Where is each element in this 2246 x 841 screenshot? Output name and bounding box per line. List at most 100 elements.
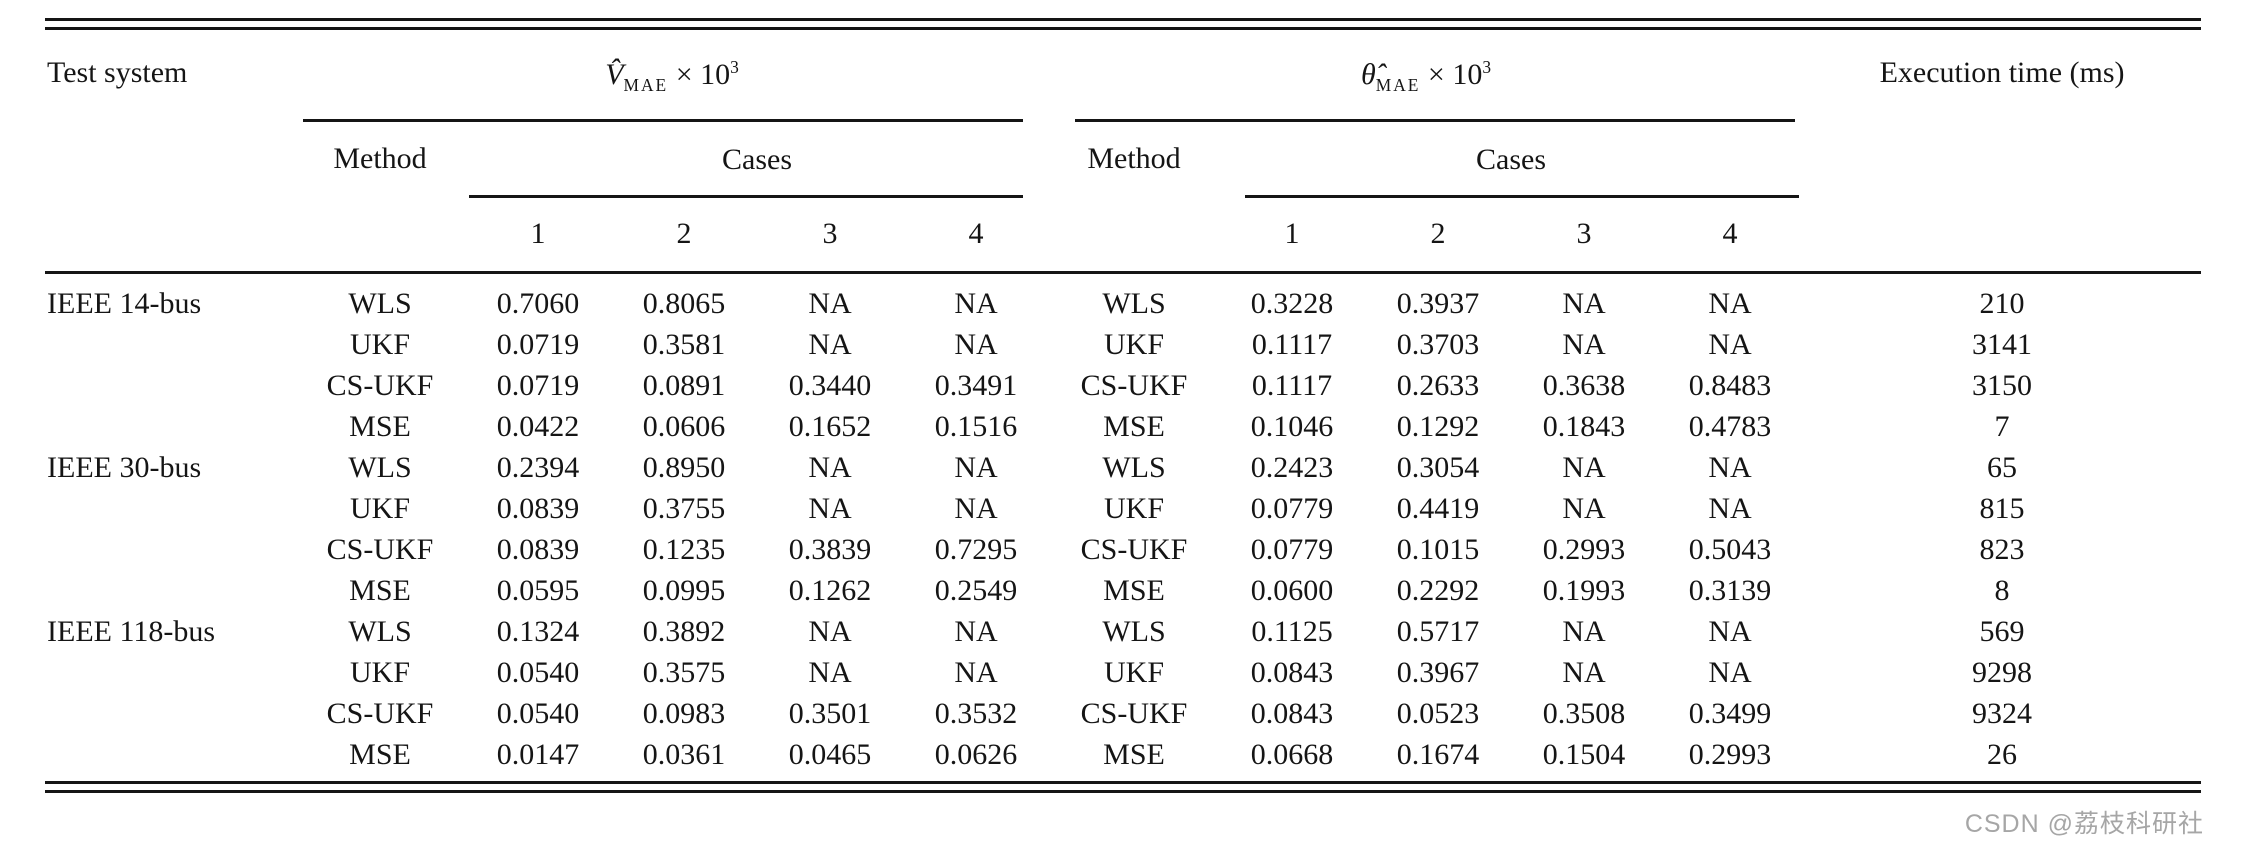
cell-method-v: UKF — [349, 655, 410, 689]
cell-vmae-case3: 0.3839 — [788, 532, 872, 566]
cell-method-v: UKF — [349, 491, 410, 525]
col-group-vmae: V̂MAE × 103 — [295, 30, 1049, 122]
cell-vmae-case2: 0.0891 — [642, 368, 726, 402]
cell-thetamae-case3: NA — [1562, 450, 1606, 484]
cell-test-system: IEEE 30-bus — [47, 450, 202, 484]
col-header-thetamae-case-2: 2 — [1430, 217, 1446, 251]
cell-vmae-case4: NA — [954, 450, 998, 484]
cell-thetamae-case2: 0.1015 — [1396, 532, 1480, 566]
cell-thetamae-case1: 0.0843 — [1250, 696, 1334, 730]
col-header-execution-time: Execution time (ms) — [1879, 56, 2125, 89]
cell-method-v: MSE — [349, 409, 411, 443]
cell-vmae-case1: 0.1324 — [496, 614, 580, 648]
cell-vmae-case1: 0.2394 — [496, 450, 580, 484]
cell-vmae-case1: 0.0595 — [496, 573, 580, 607]
cell-vmae-case1: 0.0839 — [496, 491, 580, 525]
cell-thetamae-case4: 0.8483 — [1688, 368, 1772, 402]
col-header-method-v: Method — [333, 142, 427, 175]
cell-method-theta: WLS — [1049, 270, 1220, 324]
cell-vmae-case2: 0.0361 — [642, 737, 726, 771]
table-row: IEEE 14-bus WLS 0.7060 0.8065 NA NA WLS 0.3228 0… — [45, 270, 2202, 324]
cell-thetamae-case4: 0.2993 — [1688, 737, 1772, 771]
cell-execution-time: 569 — [1979, 614, 2025, 648]
cell-method-v: WLS — [348, 614, 412, 648]
cell-thetamae-case4: 0.5043 — [1688, 532, 1772, 566]
cell-execution-time: 3150 — [1972, 368, 2033, 402]
table-row: UKF 0.0540 0.3575 NA NA UKF 0.0843 0.3967 NA NA 92… — [45, 652, 2201, 693]
cell-thetamae-case4: NA — [1708, 450, 1752, 484]
col-header-method-theta: Method — [1087, 142, 1181, 175]
cell-execution-time: 9298 — [1972, 655, 2033, 689]
cell-method-v: CS-UKF — [326, 368, 434, 402]
cell-method-theta: WLS — [1102, 614, 1166, 648]
cell-vmae-case4: 0.3491 — [934, 368, 1018, 402]
table-row: UKF 0.0839 0.3755 NA NA UKF 0.0779 0.4419 NA NA 81… — [45, 488, 2201, 529]
col-header-cases-theta: Cases — [1219, 122, 1803, 198]
cell-vmae-case4: 0.3532 — [934, 696, 1018, 730]
cell-method-v: WLS — [295, 270, 465, 324]
cell-method-v: UKF — [349, 327, 410, 361]
table-row: CS-UKF 0.0839 0.1235 0.3839 0.7295 CS-UKF 0.07… — [45, 529, 2201, 570]
cell-thetamae-case4: NA — [1657, 270, 1804, 324]
cell-thetamae-case2: 0.0523 — [1396, 696, 1480, 730]
cell-thetamae-case2: 0.3054 — [1396, 450, 1480, 484]
cell-execution-time: 8 — [1994, 573, 2010, 607]
cell-thetamae-case3: 0.2993 — [1542, 532, 1626, 566]
cell-thetamae-case3: 0.1993 — [1542, 573, 1626, 607]
table-body: IEEE 14-bus WLS 0.7060 0.8065 NA NA WLS 0.3228 0… — [45, 270, 2202, 781]
cell-vmae-case3: 0.0465 — [788, 737, 872, 771]
cell-method-theta: UKF — [1104, 491, 1165, 525]
cell-thetamae-case2: 0.1674 — [1396, 737, 1480, 771]
cell-vmae-case3: NA — [808, 655, 852, 689]
cell-vmae-case2: 0.3755 — [642, 491, 726, 525]
cell-vmae-case2: 0.0983 — [642, 696, 726, 730]
col-header-vmae-case-3: 3 — [822, 217, 838, 251]
cell-test-system — [45, 324, 295, 365]
cell-vmae-case2: 0.0606 — [642, 409, 726, 443]
cell-method-v: WLS — [348, 450, 412, 484]
cell-thetamae-case4: 0.3139 — [1688, 573, 1772, 607]
cell-vmae-case1: 0.0839 — [496, 532, 580, 566]
cell-thetamae-case1: 0.1117 — [1251, 327, 1333, 361]
cell-thetamae-case4: NA — [1708, 655, 1752, 689]
col-header-thetamae-case-3: 3 — [1576, 217, 1592, 251]
cell-thetamae-case3: 0.3508 — [1542, 696, 1626, 730]
table-row: IEEE 118-bus WLS 0.1324 0.3892 NA NA WLS 0.1125… — [45, 611, 2201, 652]
col-header-thetamae-case-4: 4 — [1722, 217, 1738, 251]
col-header-vmae-case-4: 4 — [968, 217, 984, 251]
cell-vmae-case2: 0.1235 — [642, 532, 726, 566]
cell-execution-time: 823 — [1979, 532, 2025, 566]
cell-thetamae-case3: 0.1504 — [1542, 737, 1626, 771]
cell-method-theta: WLS — [1102, 450, 1166, 484]
table-row: MSE 0.0595 0.0995 0.1262 0.2549 MSE 0.0600 0.22… — [45, 570, 2201, 611]
cell-vmae-case2: 0.3575 — [642, 655, 726, 689]
cell-method-v: CS-UKF — [326, 532, 434, 566]
col-header-test-system: Test system — [47, 56, 188, 89]
cell-method-theta: MSE — [1103, 737, 1165, 771]
cell-vmae-case3: 0.1652 — [788, 409, 872, 443]
cell-vmae-case1: 0.7060 — [465, 270, 611, 324]
cell-test-system — [45, 529, 295, 570]
cell-vmae-case4: NA — [954, 614, 998, 648]
cell-vmae-case3: NA — [808, 491, 852, 525]
cell-thetamae-case3: NA — [1562, 327, 1606, 361]
cell-vmae-case1: 0.0422 — [496, 409, 580, 443]
col-group-thetamae: θ̂MAE × 103 — [1049, 30, 1803, 122]
cell-vmae-case3: NA — [808, 614, 852, 648]
cell-test-system — [45, 652, 295, 693]
cell-vmae-case3: NA — [757, 270, 903, 324]
cell-thetamae-case1: 0.0600 — [1250, 573, 1334, 607]
cell-method-theta: UKF — [1104, 655, 1165, 689]
cell-vmae-case4: 0.1516 — [934, 409, 1018, 443]
cell-thetamae-case4: 0.4783 — [1688, 409, 1772, 443]
header-row-method-cases: Method Cases Method Cases — [45, 122, 2201, 198]
col-header-cases-v: Cases — [465, 122, 1049, 198]
results-table-wrap: Test system V̂MAE × 103 θ̂MAE × 103 Exec… — [45, 18, 2202, 793]
cell-execution-time: 210 — [1803, 270, 2202, 324]
top-double-rule — [45, 18, 2201, 30]
cell-method-theta: CS-UKF — [1080, 368, 1188, 402]
cell-thetamae-case3: NA — [1511, 270, 1658, 324]
cell-thetamae-case4: 0.3499 — [1688, 696, 1772, 730]
cell-test-system — [45, 365, 295, 406]
cell-vmae-case3: NA — [808, 450, 852, 484]
